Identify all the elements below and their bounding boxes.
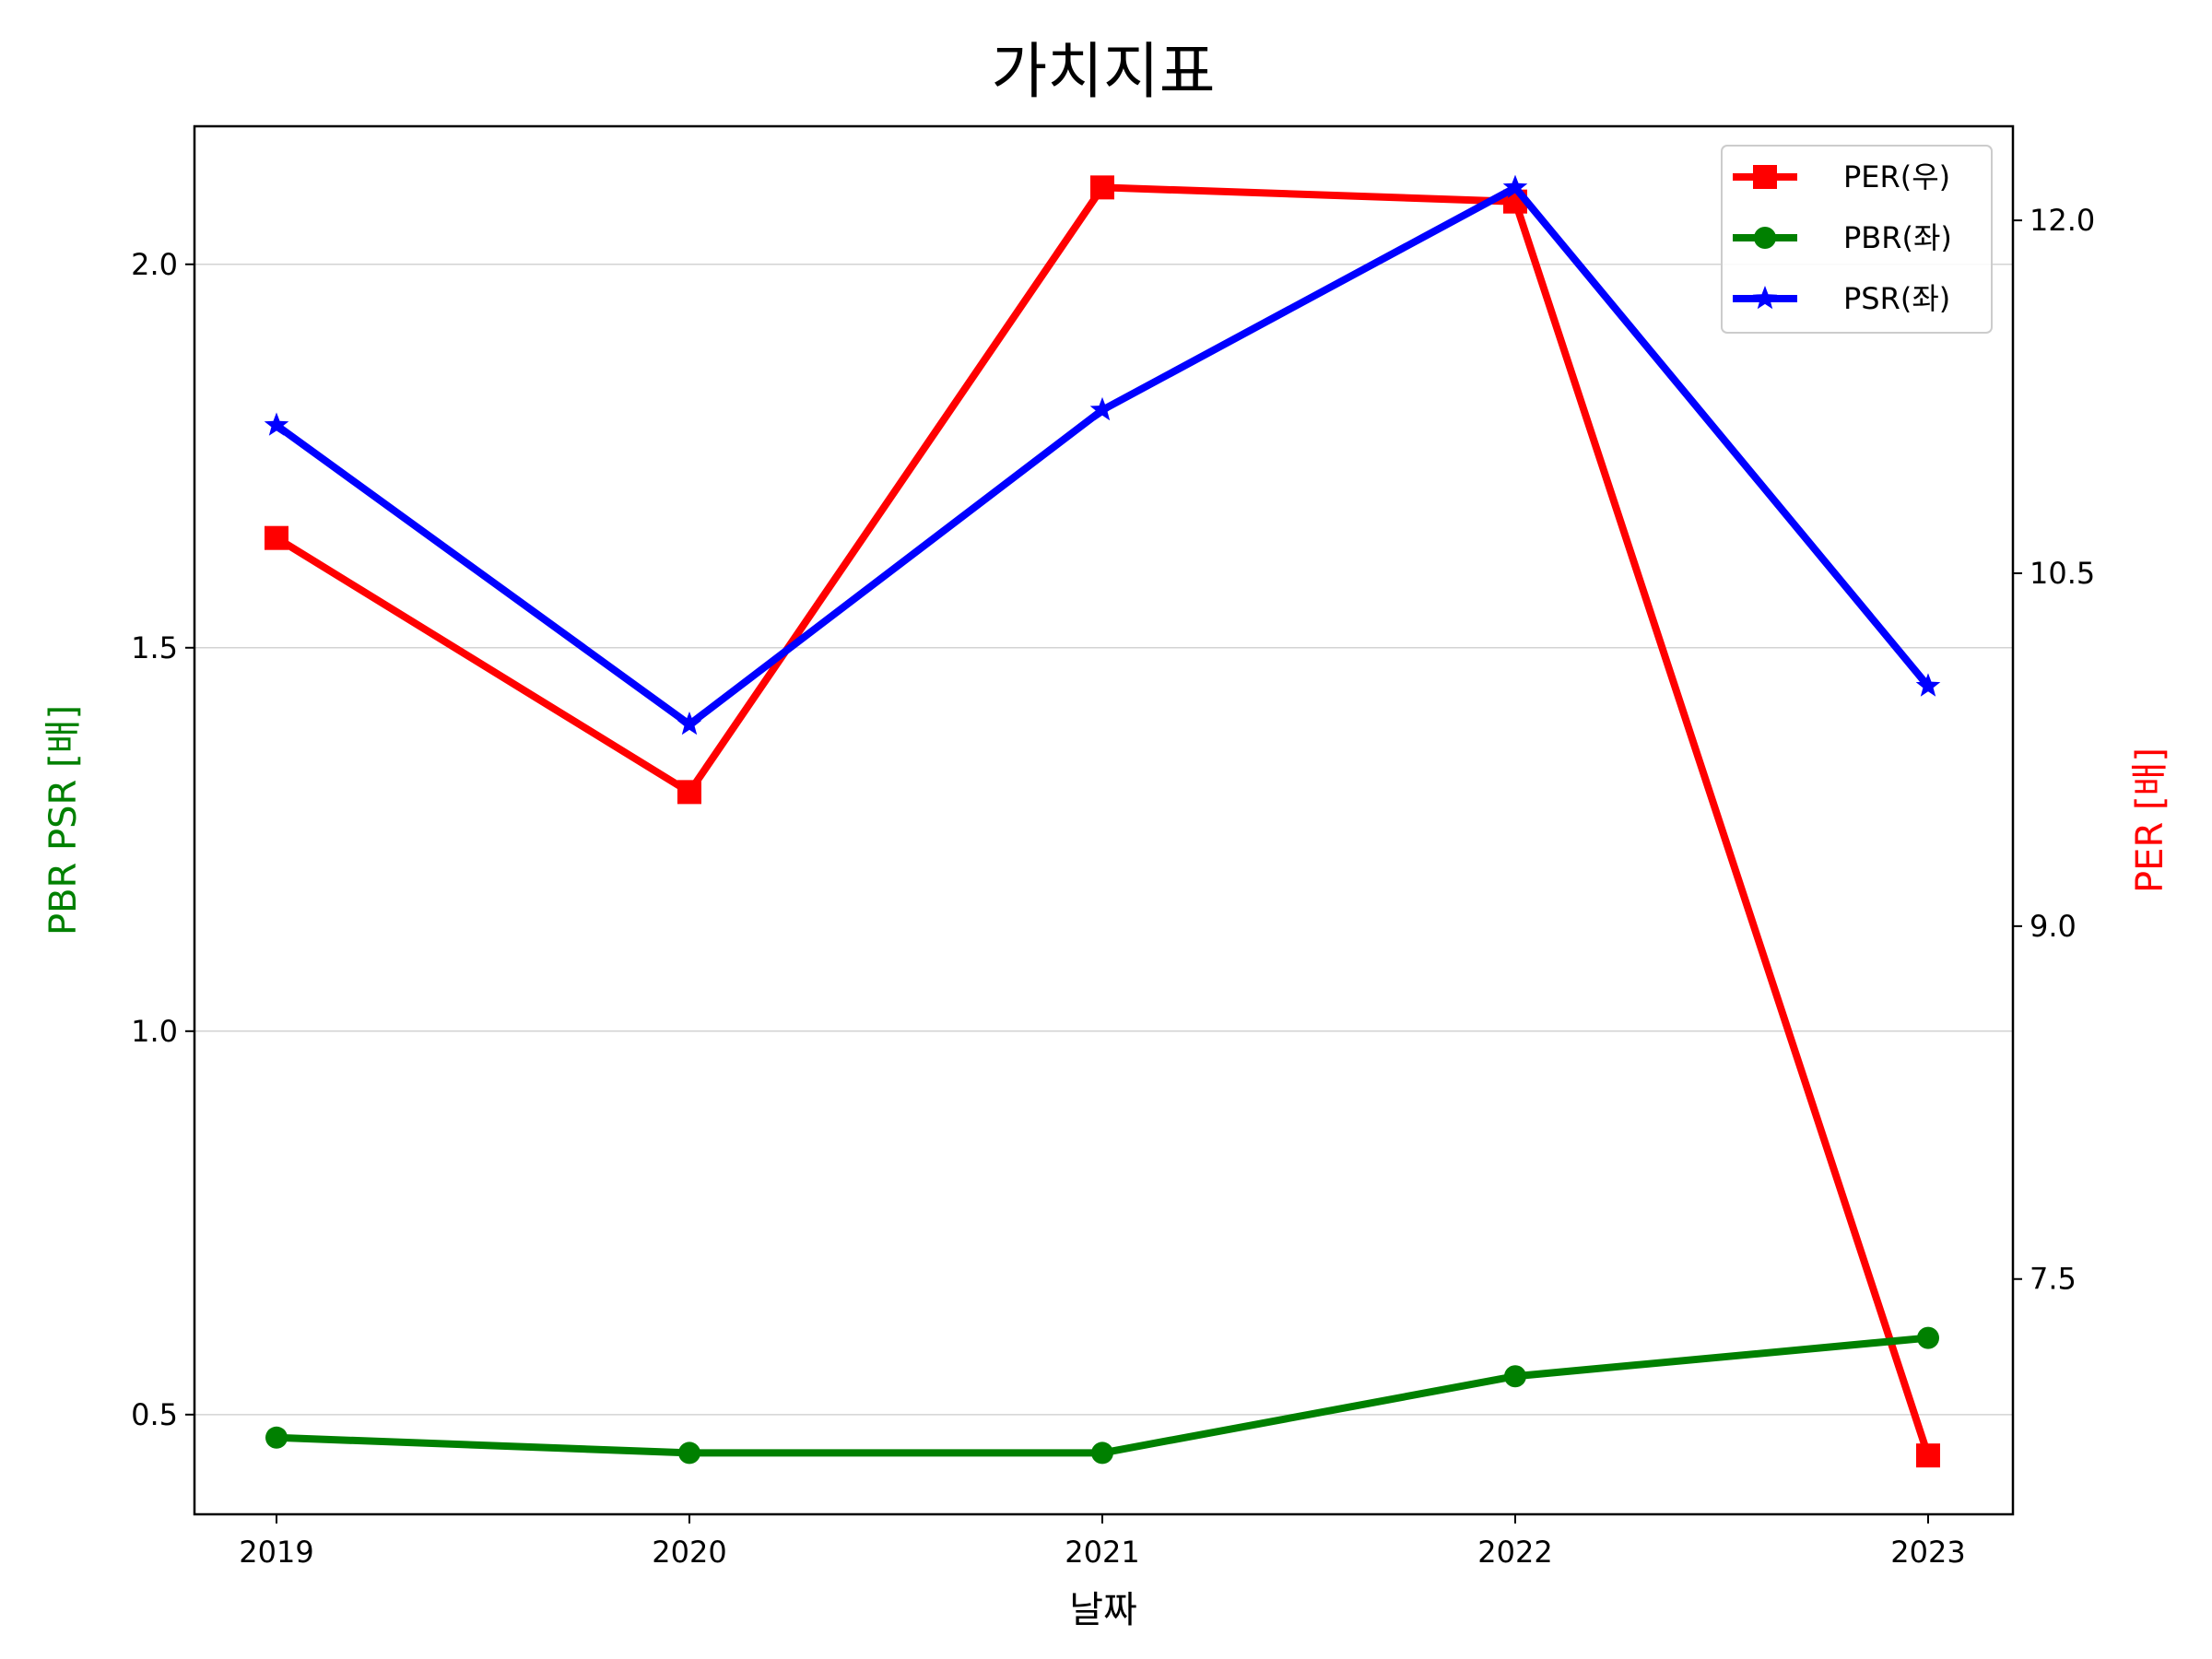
- legend-label-psr: PSR(좌): [1843, 281, 1950, 316]
- legend-label-per: PER(우): [1843, 159, 1950, 194]
- data-point-per: [265, 525, 288, 550]
- y-left-tick-label: 1.5: [131, 630, 178, 665]
- data-point-psr: [264, 412, 289, 436]
- data-point-pbr: [1091, 1441, 1113, 1465]
- y-left-tick-label: 0.5: [131, 1397, 178, 1432]
- data-point-pbr: [1504, 1365, 1526, 1388]
- x-tick-label: 2020: [652, 1535, 726, 1570]
- x-tick-label: 2022: [1477, 1535, 1552, 1570]
- series-group: [264, 174, 1941, 1468]
- legend: PER(우) PBR(좌) PSR(좌): [1721, 145, 1993, 334]
- x-tick-label: 2021: [1065, 1535, 1139, 1570]
- data-point-psr: [1089, 396, 1115, 421]
- y-left-tick-label: 1.0: [131, 1014, 178, 1049]
- y-right-tick-label: 10.5: [2030, 556, 2095, 591]
- x-tick-label: 2019: [239, 1535, 313, 1570]
- data-point-per: [1090, 175, 1114, 200]
- plot-area-frame: [193, 124, 2015, 1516]
- legend-marker-per: [1753, 165, 1777, 189]
- y-right-tick-label: 9.0: [2030, 909, 2077, 944]
- data-point-psr: [1502, 174, 1528, 198]
- legend-marker-pbr: [1754, 227, 1776, 249]
- data-point-per: [1916, 1443, 1940, 1468]
- y-axis-right-title: PER [배]: [2129, 747, 2171, 893]
- y-axis-left: 0.5 1.0 1.5 2.0: [131, 247, 194, 1432]
- chart-title: 가치지표: [992, 36, 1216, 107]
- y-axis-right: 7.5 9.0 10.5 12.0: [2013, 203, 2095, 1297]
- y-left-tick-label: 2.0: [131, 247, 178, 282]
- grid-lines: [194, 264, 2013, 1416]
- legend-box: [1721, 145, 1993, 334]
- data-point-psr: [1915, 673, 1941, 697]
- legend-label-pbr: PBR(좌): [1843, 220, 1952, 255]
- data-point-psr: [677, 712, 702, 735]
- x-axis-title: 날짜: [1069, 1589, 1137, 1631]
- data-point-per: [677, 780, 701, 805]
- y-right-tick-label: 12.0: [2030, 203, 2095, 238]
- y-axis-left-title: PBR PSR [배]: [42, 705, 85, 935]
- x-axis: 2019 2020 2021 2022 2023: [239, 1514, 1966, 1570]
- data-point-pbr: [1917, 1326, 1939, 1349]
- x-tick-label: 2023: [1890, 1535, 1965, 1570]
- y-right-tick-label: 7.5: [2030, 1262, 2077, 1297]
- legend-marker-psr: [1752, 286, 1778, 310]
- data-point-pbr: [265, 1426, 288, 1449]
- data-point-pbr: [678, 1441, 700, 1465]
